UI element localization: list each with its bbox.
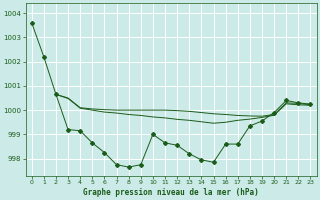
X-axis label: Graphe pression niveau de la mer (hPa): Graphe pression niveau de la mer (hPa)	[83, 188, 259, 197]
